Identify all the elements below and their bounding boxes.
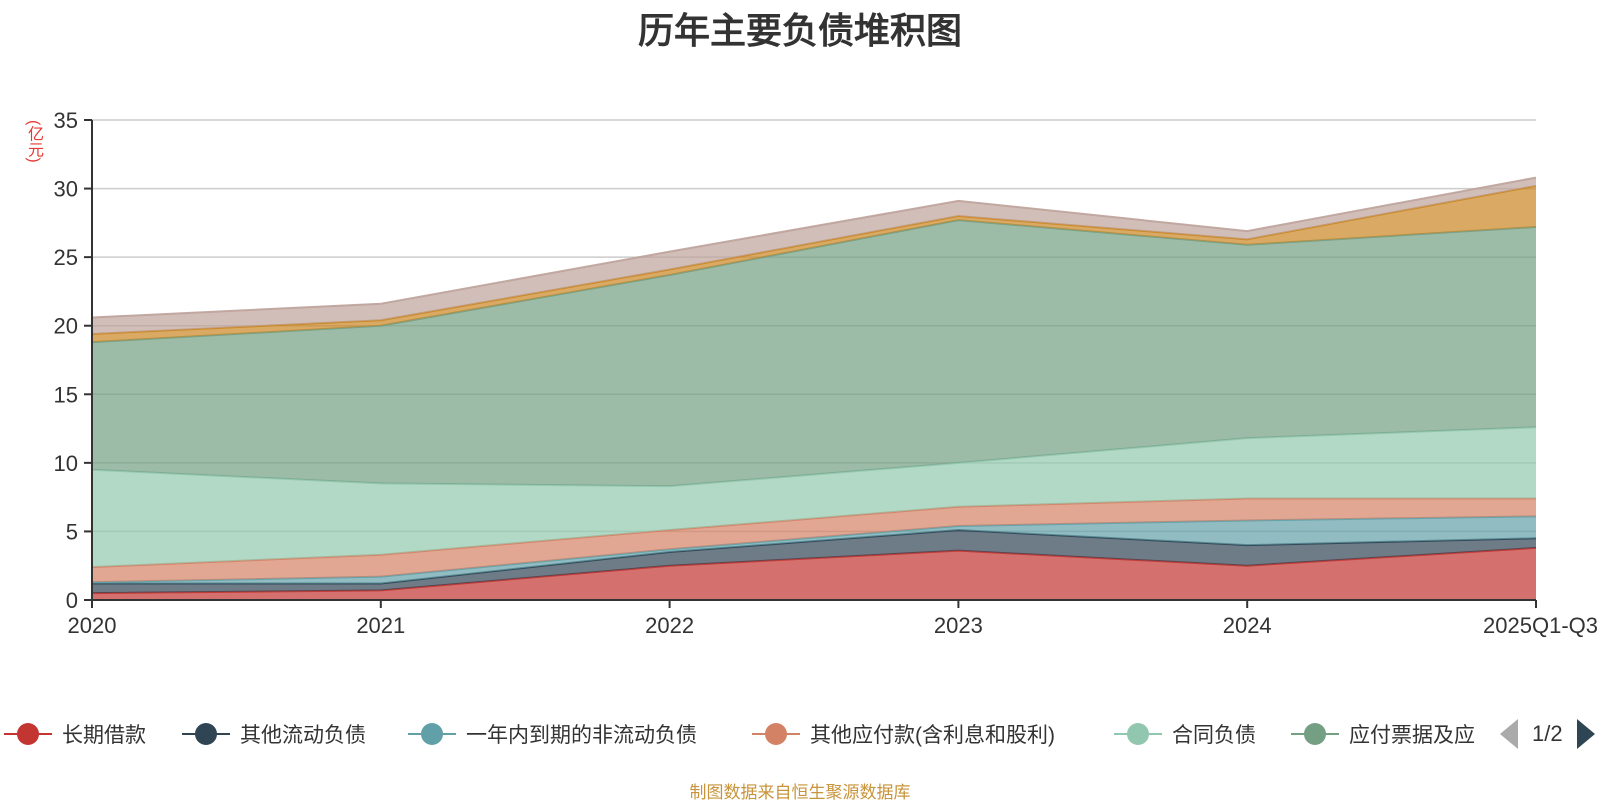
legend-page-indicator: 1/2 (1532, 721, 1563, 746)
y-tick-label: 30 (54, 177, 78, 202)
legend-item[interactable]: 合同负债 (1110, 716, 1256, 752)
legend-item[interactable]: 一年内到期的非流动负债 (404, 716, 697, 752)
legend-item-label: 其他应付款(含利息和股利) (810, 724, 1055, 747)
x-tick-label: 2025Q1-Q3 (1483, 613, 1598, 638)
legend: 长期借款 其他流动负债 一年内到期的非流动负债 其他应付款(含利息和股利) 合同负债 应付… (0, 716, 1600, 752)
area-series-1 (92, 547, 1536, 600)
legend-item-label: 应付票据及应 (1349, 724, 1475, 747)
area-series-8 (92, 177, 1536, 334)
legend-item[interactable]: 长期借款 (0, 716, 146, 752)
legend-pager: 1/2 (1500, 716, 1595, 752)
area-series-4 (92, 498, 1536, 583)
x-tick-label: 2024 (1223, 613, 1272, 638)
x-tick-label: 2022 (645, 613, 694, 638)
y-tick-label: 10 (54, 451, 78, 476)
chart-title: 历年主要负债堆积图 (637, 10, 962, 51)
legend-item-label: 一年内到期的非流动负债 (466, 724, 697, 747)
legend-marker-icon (4, 723, 52, 745)
legend-marker-icon (1291, 723, 1339, 745)
y-tick-label: 25 (54, 245, 78, 270)
area-series-8-line (91, 176, 1537, 319)
legend-item-label: 长期借款 (62, 724, 146, 747)
area-series-3 (92, 516, 1536, 584)
legend-item-label: 其他流动负债 (240, 724, 366, 747)
legend-marker-icon (1114, 723, 1162, 745)
area-series-5 (92, 427, 1536, 568)
data-source-note: 制图数据来自恒生聚源数据库 (689, 783, 911, 800)
y-tick-label: 0 (66, 588, 78, 613)
legend-marker-icon (752, 723, 800, 745)
legend-prev-page-icon[interactable] (1500, 719, 1518, 749)
legend-item-label: 合同负债 (1172, 724, 1256, 747)
y-tick-label: 15 (54, 382, 78, 407)
x-tick-label: 2023 (934, 613, 983, 638)
legend-marker-icon (408, 723, 456, 745)
y-tick-label: 20 (54, 314, 78, 339)
legend-item[interactable]: 其他应付款(含利息和股利) (748, 716, 1055, 752)
y-axis-unit-label: (亿元) (25, 120, 42, 163)
area-series-2 (92, 530, 1536, 594)
legend-item[interactable]: 其他流动负债 (178, 716, 366, 752)
legend-marker-icon (182, 723, 230, 745)
area-series-6 (92, 220, 1536, 487)
y-tick-label: 35 (54, 108, 78, 133)
x-tick-label: 2021 (356, 613, 405, 638)
y-tick-label: 5 (66, 519, 78, 544)
x-tick-label: 2020 (68, 613, 117, 638)
legend-item[interactable]: 应付票据及应 (1287, 716, 1482, 752)
legend-next-page-icon[interactable] (1576, 719, 1595, 749)
